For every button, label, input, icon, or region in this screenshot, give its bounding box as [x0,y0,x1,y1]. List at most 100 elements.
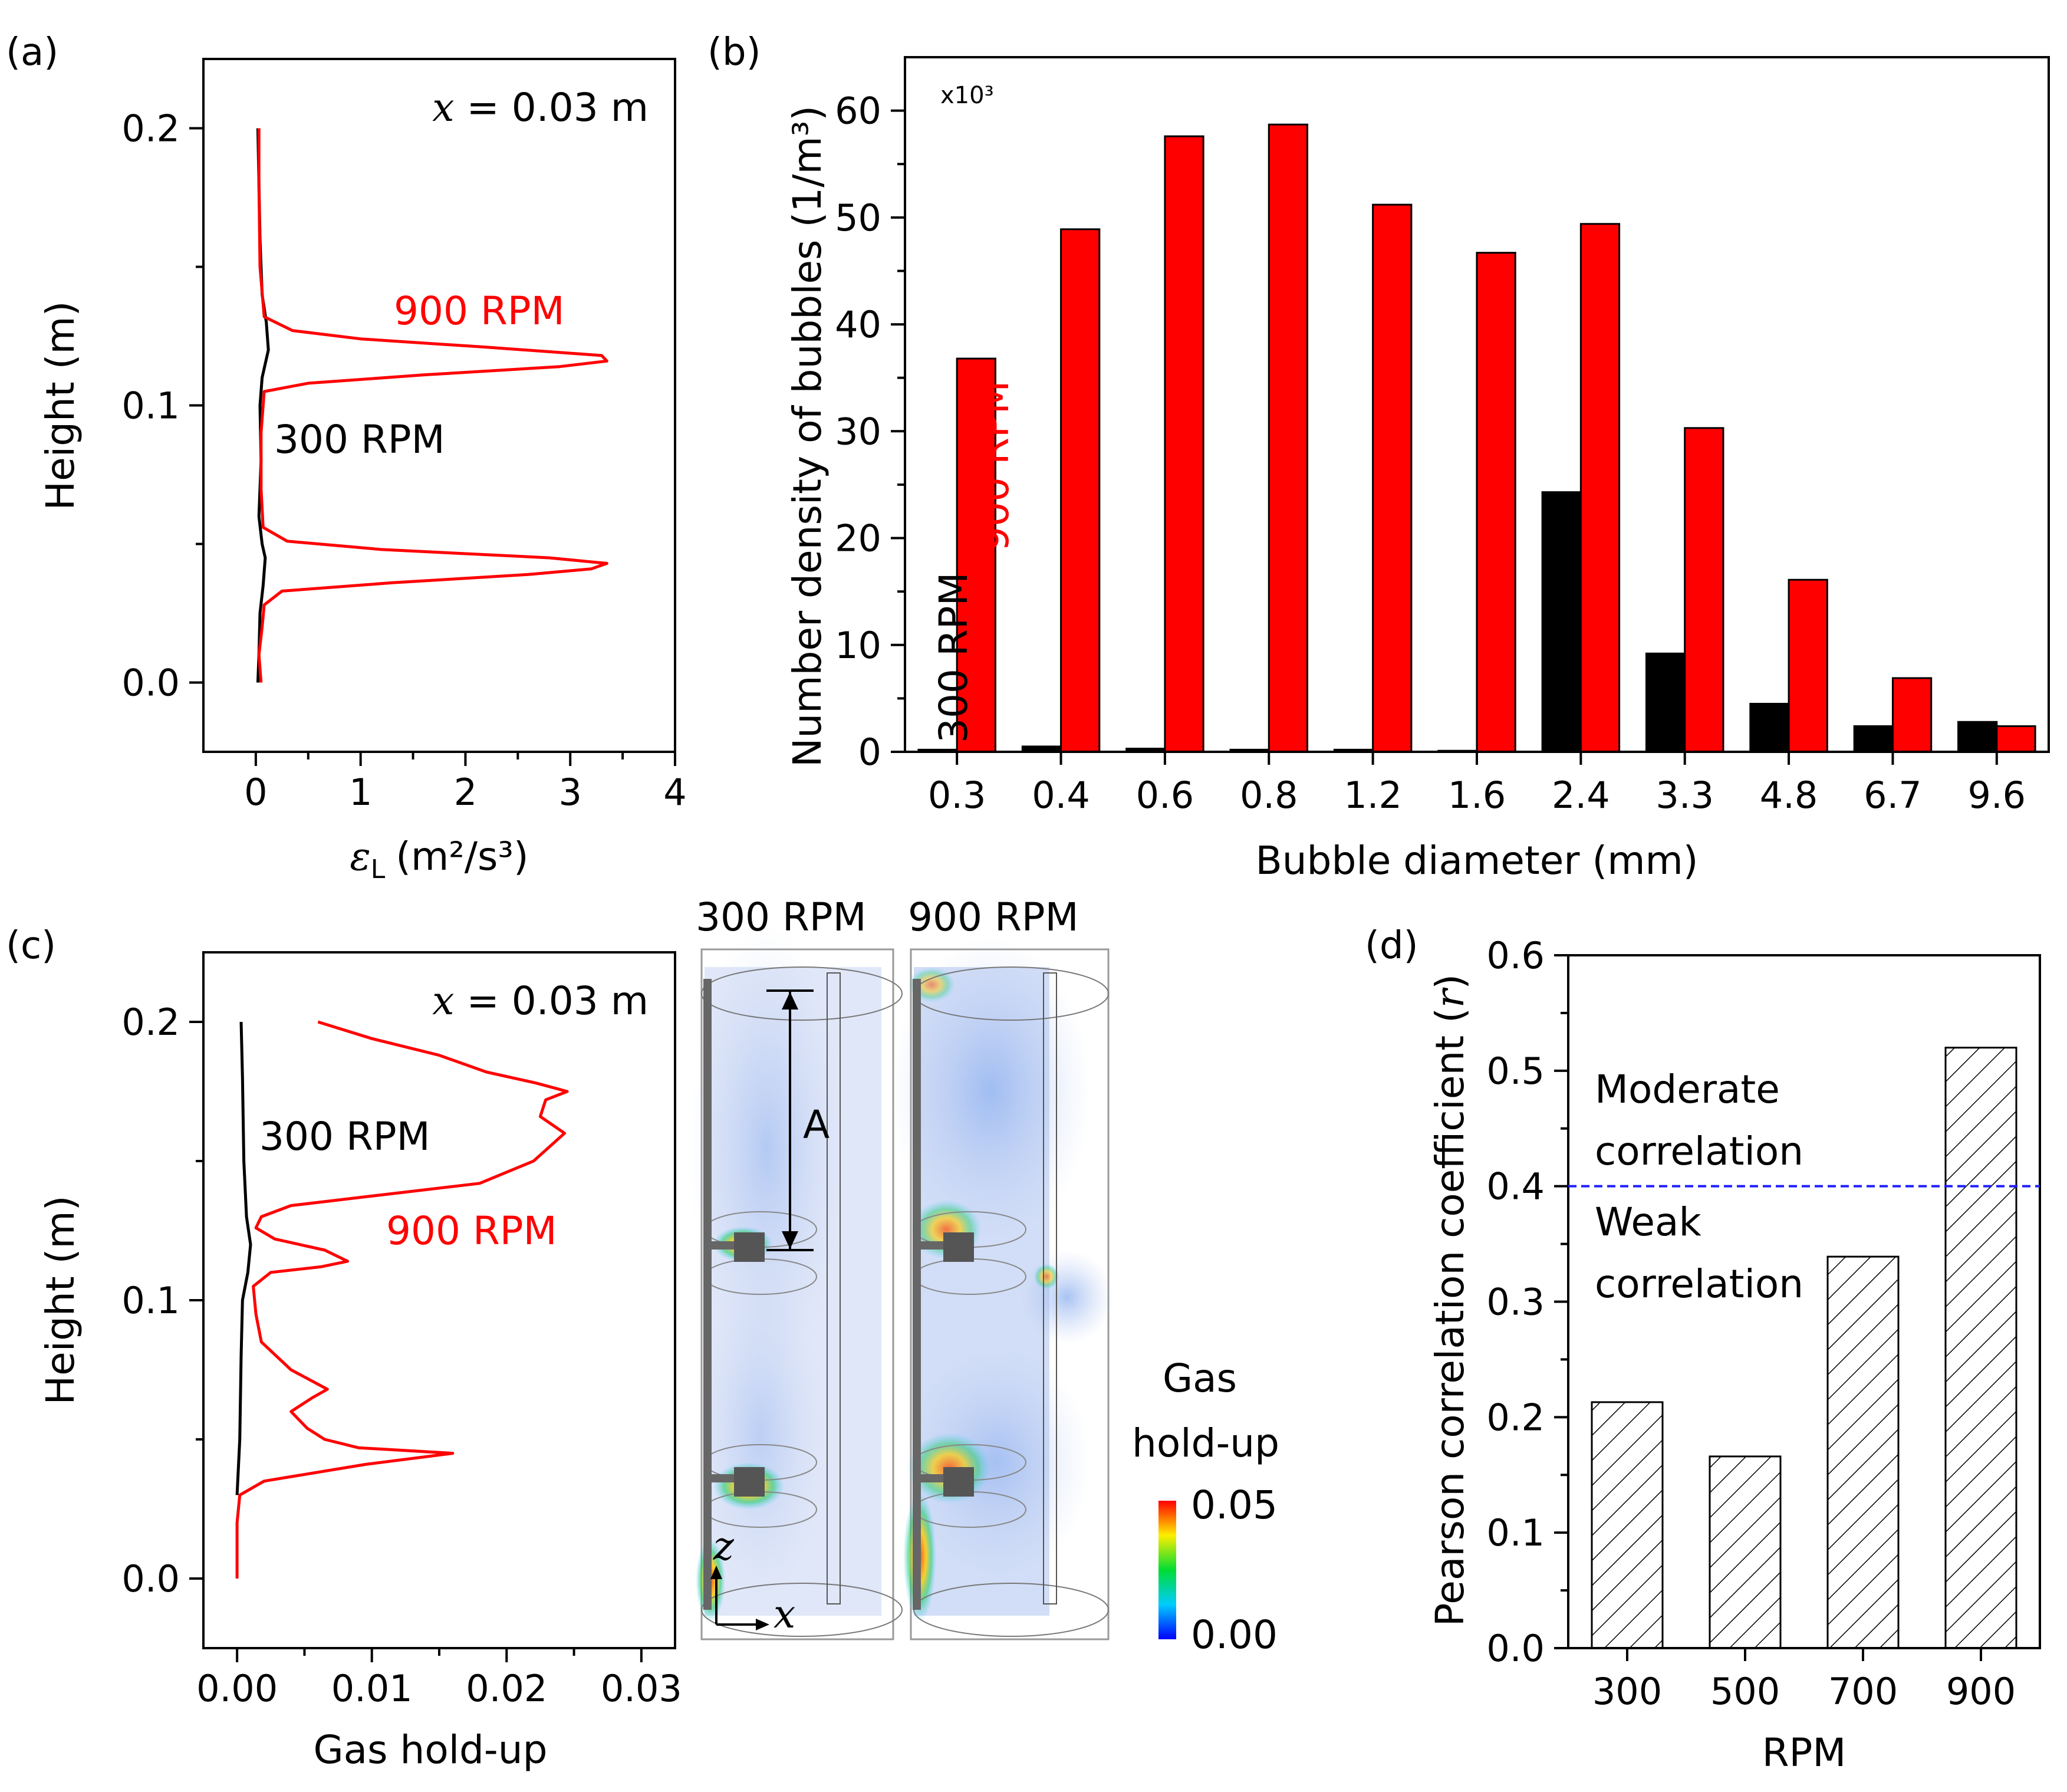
panel-b-bar-900-7 [1684,427,1724,753]
panel-b-ytick-label-3: 30 [835,410,881,453]
colorbar-title-1: Gas [1163,1356,1237,1401]
panel-b-label: (b) [707,31,761,74]
panel-a-label: (a) [6,31,58,74]
panel-d-xtick-label-1: 500 [1710,1670,1780,1713]
panel-a-ytick-label-2: 0.2 [121,107,180,150]
panel-b-xtick-label-2: 0.6 [1136,774,1194,817]
annotation-moderate: Moderate [1595,1067,1780,1112]
panel-a-ylabel: Height (m) [38,301,83,511]
panel-b-bar-300-8 [1749,702,1790,753]
panel-b-multiplier: x10³ [940,82,994,109]
panel-b-xtick-label-0: 0.3 [928,774,986,817]
panel-c-lines [235,1020,569,1579]
panel-b-ytick-label-4: 40 [835,303,881,346]
panel-d-xtick-label-3: 900 [1946,1670,2016,1713]
panel-a-label-900: 900 RPM [394,288,565,334]
axis-x-label: x [774,1592,795,1637]
panel-c-label-900: 900 RPM [386,1208,557,1254]
panel-d-ytick-label-3: 0.3 [1486,1281,1545,1324]
coordinate-axes: z x [710,1524,795,1637]
panel-d-xtick-label-2: 700 [1828,1670,1898,1713]
panel-a-ytick-label-0: 0.0 [121,662,180,705]
panel-c: (c) 0.00 0.01 0.02 0.03 0.0 0.1 0.2 x = 0.03 … [6,924,682,1773]
panel-b: (b) 0.3 0.4 0.6 0.8 1.2 1.6 2.4 3.3 4.8 6.7 9.6 0 10… [707,31,2050,883]
panel-d-ytick-label-6: 0.6 [1486,934,1545,977]
panel-d-ytick-label-2: 0.2 [1486,1396,1545,1439]
panel-b-bar-900-1 [1060,228,1101,753]
panel-d-bar-300 [1591,1401,1664,1649]
panel-c-xtick-label-0: 0.00 [196,1667,278,1710]
panel-a-xtick-label-0: 0 [244,771,267,814]
panel-b-label-300: 300 RPM [931,572,976,743]
colorbar-gradient [1158,1501,1176,1639]
panel-c-series-300-line [235,1021,252,1495]
panel-a-x-ticks: 0 1 2 3 4 [244,752,687,814]
panel-c-label-300: 300 RPM [259,1114,430,1159]
panel-a-xtick-label-4: 4 [663,771,686,814]
contour-image-900 [890,938,1114,1640]
panel-b-bar-900-0 [956,357,996,753]
panel-d-bar-900 [1944,1047,2017,1649]
annotation-moderate-2: correlation [1595,1129,1803,1174]
panel-a-y-ticks: 0.0 0.1 0.2 [121,107,203,705]
panel-a-label-300: 300 RPM [274,417,445,462]
panel-b-ytick-label-5: 50 [835,196,881,239]
panel-b-bar-900-10 [1996,725,2036,753]
panel-a-annotation-var: x [432,85,454,130]
colorbar-min: 0.00 [1191,1612,1278,1658]
panel-d-bars [1591,1047,2017,1649]
panel-a-annotation-rest: = 0.03 m [455,85,649,130]
arrow-a: A [766,989,830,1251]
panel-a-ytick-label-1: 0.1 [121,384,180,428]
panel-b-xtick-label-6: 2.4 [1552,774,1610,817]
panel-b-ylabel: Number density of bubbles (1/m³) [785,106,830,767]
panel-d-ytick-label-5: 0.5 [1486,1050,1545,1093]
panel-c-ylabel: Height (m) [38,1196,83,1405]
panel-a-frame [202,58,676,753]
colorbar-title-2: hold-up [1132,1421,1279,1466]
panel-b-ytick-label-6: 60 [835,90,881,133]
panel-a-xtick-label-1: 1 [349,771,372,814]
panel-b-ytick-label-1: 10 [835,624,881,667]
panel-b-bar-300-10 [1957,721,1998,753]
panel-d-ticks: 300 500 700 900 0.0 0.1 0.2 0.3 0.4 0.5 0.6 [1486,934,2016,1713]
panel-c-ytick-label-1: 0.1 [121,1279,180,1322]
panel-c-xlabel: Gas hold-up [314,1727,548,1773]
panel-b-xtick-label-5: 1.6 [1448,774,1506,817]
panel-b-ytick-label-0: 0 [858,731,881,774]
panel-b-ytick-label-2: 20 [835,517,881,560]
panel-b-bar-900-5 [1476,252,1516,753]
panel-b-xtick-label-8: 4.8 [1760,774,1818,817]
panel-b-bar-900-8 [1788,578,1828,753]
panel-b-bar-900-9 [1891,677,1933,753]
annotation-weak: Weak [1595,1199,1701,1245]
panel-d-ylabel-close: ) [1427,974,1473,989]
panel-a-xtick-label-3: 3 [558,771,581,814]
panel-a-xlabel-sym: ε [350,834,370,879]
panel-d-ylabel-sym: r [1427,987,1473,1008]
panel-b-bar-900-3 [1268,123,1309,753]
panel-c-y-ticks: 0.0 0.1 0.2 [121,1001,203,1600]
contour-title-900: 900 RPM [908,895,1079,940]
panel-d-label: (d) [1365,924,1418,968]
panel-c-xtick-label-2: 0.02 [466,1667,547,1710]
panel-c-annotation-var: x [432,978,454,1024]
colorbar: Gas hold-up 0.05 0.00 [1132,1356,1279,1658]
panel-c-ytick-label-2: 0.2 [121,1001,180,1044]
panel-b-bar-300-6 [1541,491,1582,753]
arrow-a-label: A [803,1102,830,1147]
panel-c-series-900-line [235,1020,569,1579]
panel-b-bar-300-7 [1645,652,1686,753]
annotation-weak-2: correlation [1595,1261,1803,1307]
panel-b-label-900: 900 RPM [972,380,1018,551]
panel-b-xtick-label-1: 0.4 [1032,774,1090,817]
panel-b-bar-300-9 [1853,725,1894,753]
panel-b-xtick-label-7: 3.3 [1655,774,1714,817]
panel-a-lines [256,128,608,683]
panel-d-bar-700 [1826,1255,1900,1649]
panel-d-bar-500 [1709,1455,1782,1649]
contour-image-300 [690,926,903,1640]
panel-a-xtick-label-2: 2 [454,771,477,814]
panel-c-label: (c) [6,924,56,968]
panel-b-bar-900-2 [1164,135,1204,753]
